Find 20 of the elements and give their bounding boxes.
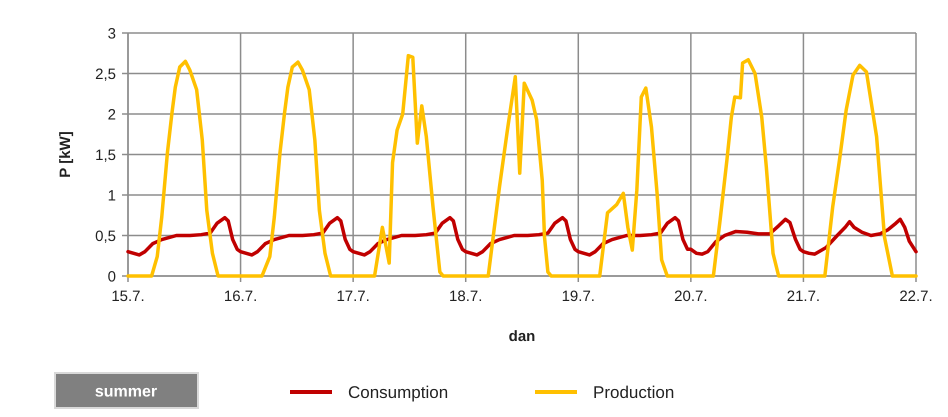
legend-label: Consumption bbox=[348, 382, 448, 402]
x-tick-label: 21.7. bbox=[786, 288, 820, 305]
text: summer bbox=[94, 384, 158, 401]
y-tick-label: 0 bbox=[108, 268, 116, 286]
y-tick-label: 0,5 bbox=[95, 228, 116, 245]
x-tick-label: 17.7. bbox=[336, 288, 370, 305]
y-tick-label: 3 bbox=[108, 25, 116, 42]
x-tick-label: 19.7. bbox=[562, 288, 595, 305]
y-tick-label: 1,5 bbox=[95, 146, 116, 164]
x-axis-title: dan bbox=[508, 328, 536, 345]
x-tick-label: 16.7. bbox=[224, 288, 258, 305]
y-tick-label: 1 bbox=[108, 187, 116, 204]
x-tick-label: 20.7. bbox=[674, 288, 708, 305]
y-axis-title: P [kW] bbox=[57, 131, 74, 178]
y-tick-label: 2,5 bbox=[95, 66, 116, 83]
y-tick-label: 2 bbox=[108, 106, 116, 124]
x-tick-label: 15.7. bbox=[111, 288, 145, 305]
x-tick-label: 18.7. bbox=[449, 288, 482, 305]
x-tick-label: 22.7. bbox=[899, 288, 933, 305]
legend-label: Production bbox=[593, 382, 674, 402]
